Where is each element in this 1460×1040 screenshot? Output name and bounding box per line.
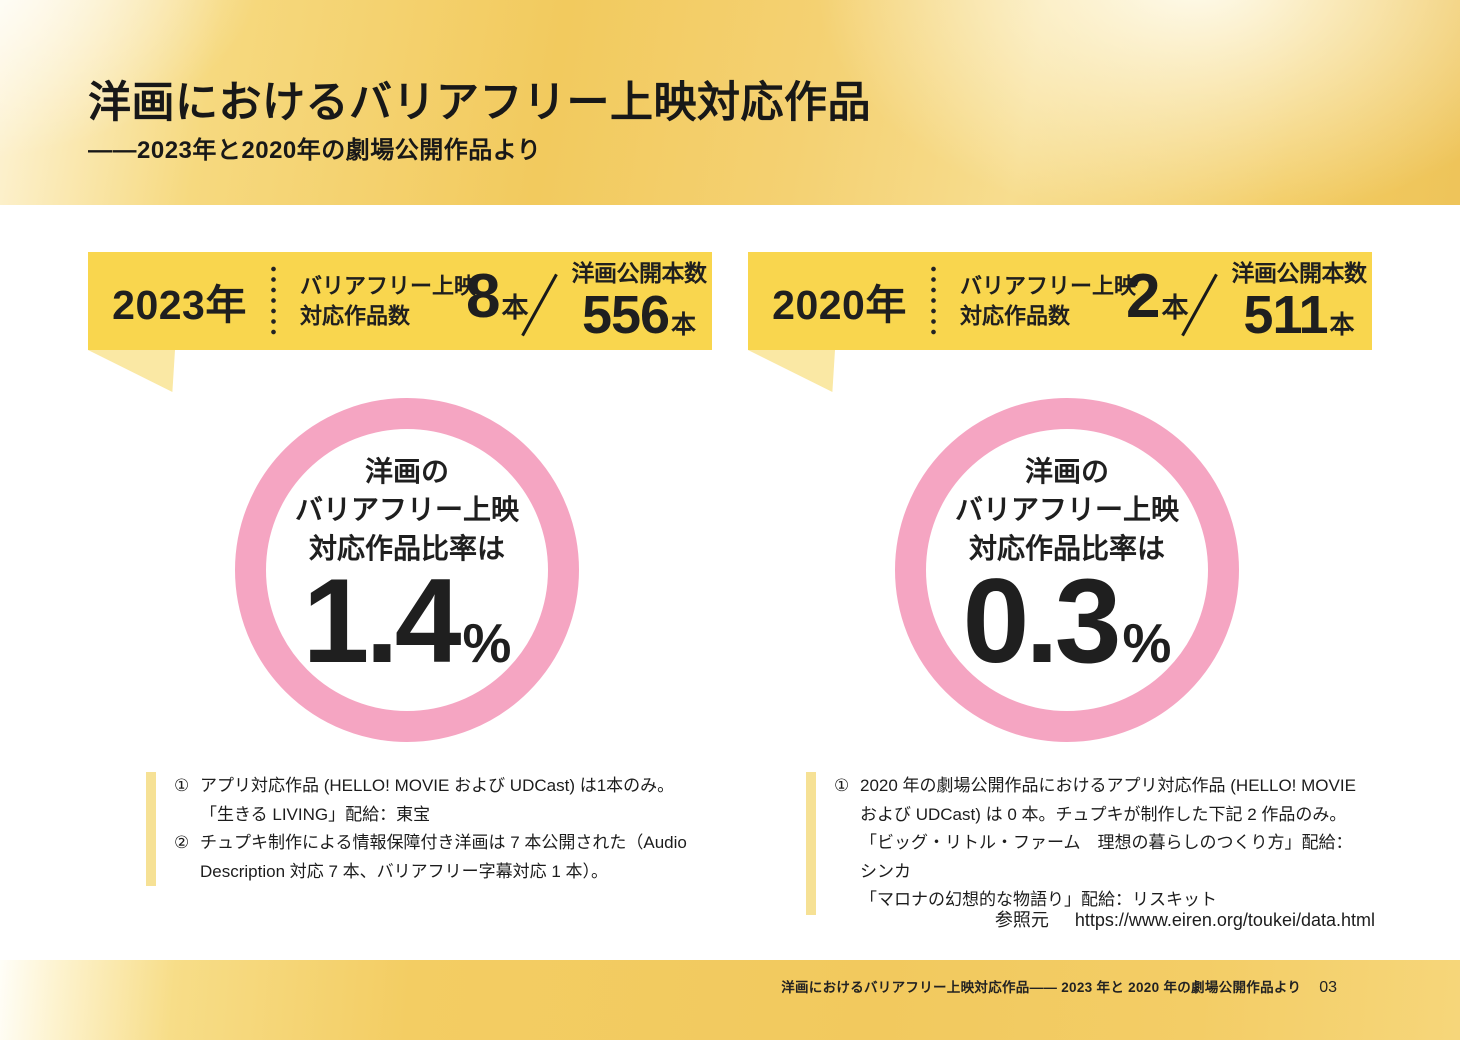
stat-box-2020: 2020年 バリアフリー上映 対応作品数 2 本 洋画公開本数 511 本 — [748, 252, 1372, 350]
footnote-marker: ② — [174, 833, 190, 853]
footer-title: 洋画におけるバリアフリー上映対応作品—— 2023 年と 2020 年の劇場公開… — [781, 980, 1302, 995]
footnote-accent-bar — [806, 772, 816, 915]
reference-line: 参照元 https://www.eiren.org/toukei/data.ht… — [995, 906, 1375, 932]
count-unit: 本 — [1161, 293, 1189, 323]
ratio-circle-2023: 洋画の バリアフリー上映 対応作品比率は 1.4 % — [235, 398, 579, 742]
page-subtitle: ——2023年と2020年の劇場公開作品より — [88, 137, 542, 164]
footer-line: 洋画におけるバリアフリー上映対応作品—— 2023 年と 2020 年の劇場公開… — [781, 976, 1337, 997]
speech-bubble-tail — [748, 350, 835, 392]
panel-2020: 2020年 バリアフリー上映 対応作品数 2 本 洋画公開本数 511 本 洋画… — [748, 0, 1372, 1040]
total-unit: 本 — [671, 311, 697, 340]
total-number: 556 — [581, 285, 670, 346]
percent-sign: % — [1122, 612, 1172, 675]
barrier-free-count: 8 本 — [466, 266, 528, 328]
footnote-marker: ① — [834, 776, 850, 795]
footnote-2020: ① 2020 年の劇場公開作品におけるアプリ対応作品 (HELLO! MOVIE… — [806, 772, 1366, 915]
ratio-number: 0.3 — [962, 554, 1122, 689]
ratio-number: 1.4 — [302, 554, 462, 689]
count-unit: 本 — [501, 293, 529, 323]
year-label: 2023年 — [112, 282, 247, 328]
reference-url: https://www.eiren.org/toukei/data.html — [1074, 910, 1375, 930]
barrier-free-count-label: バリアフリー上映 対応作品数 — [300, 273, 477, 328]
total-number: 511 — [1243, 285, 1328, 346]
count-number: 2 — [1126, 262, 1160, 331]
footnote-marker: ① — [174, 776, 190, 795]
total-released: 洋画公開本数 556 本 — [568, 260, 710, 346]
total-unit: 本 — [1329, 311, 1355, 340]
footnote-text: 2020 年の劇場公開作品におけるアプリ対応作品 (HELLO! MOVIE お… — [860, 776, 1356, 910]
panel-2023: 2023年 バリアフリー上映 対応作品数 8 本 洋画公開本数 556 本 洋画… — [88, 0, 712, 1040]
footnote-item: ① 2020 年の劇場公開作品におけるアプリ対応作品 (HELLO! MOVIE… — [834, 772, 1366, 915]
year-label: 2020年 — [772, 282, 907, 328]
ratio-value: 1.4 % — [303, 558, 512, 684]
ratio-circle-2020: 洋画の バリアフリー上映 対応作品比率は 0.3 % — [895, 398, 1239, 742]
total-released: 洋画公開本数 511 本 — [1228, 260, 1370, 346]
footnote-text: チュプキ制作による情報保障付き洋画は 7 本公開された（Audio Descri… — [200, 833, 687, 881]
footnote-accent-bar — [146, 772, 156, 887]
barrier-free-count-label: バリアフリー上映 対応作品数 — [960, 273, 1137, 328]
barrier-free-count: 2 本 — [1126, 266, 1188, 328]
percent-sign: % — [462, 612, 512, 675]
ratio-value: 0.3 % — [963, 558, 1172, 684]
footnote-item: ① アプリ対応作品 (HELLO! MOVIE および UDCast) は1本の… — [174, 772, 687, 829]
header-band: 洋画におけるバリアフリー上映対応作品 ——2023年と2020年の劇場公開作品よ… — [0, 0, 1460, 205]
reference-label: 参照元 — [994, 910, 1049, 930]
footnote-text: アプリ対応作品 (HELLO! MOVIE および UDCast) は1本のみ。… — [200, 776, 675, 824]
stat-box-2023: 2023年 バリアフリー上映 対応作品数 8 本 洋画公開本数 556 本 — [88, 252, 712, 350]
ratio-caption: 洋画の バリアフリー上映 対応作品比率は — [954, 456, 1179, 564]
ratio-caption: 洋画の バリアフリー上映 対応作品比率は — [294, 456, 519, 564]
speech-bubble-tail — [88, 350, 175, 392]
footer-band: 洋画におけるバリアフリー上映対応作品—— 2023 年と 2020 年の劇場公開… — [0, 960, 1460, 1040]
page-number: 03 — [1319, 979, 1337, 996]
count-number: 8 — [466, 262, 500, 331]
page-title: 洋画におけるバリアフリー上映対応作品 — [88, 79, 871, 127]
footnote-2023: ① アプリ対応作品 (HELLO! MOVIE および UDCast) は1本の… — [146, 772, 706, 887]
total-released-label: 洋画公開本数 — [1231, 260, 1368, 286]
dotted-divider — [271, 264, 276, 339]
total-released-label: 洋画公開本数 — [571, 260, 708, 286]
footnote-item: ② チュプキ制作による情報保障付き洋画は 7 本公開された（Audio Desc… — [174, 829, 687, 886]
dotted-divider — [931, 264, 936, 339]
